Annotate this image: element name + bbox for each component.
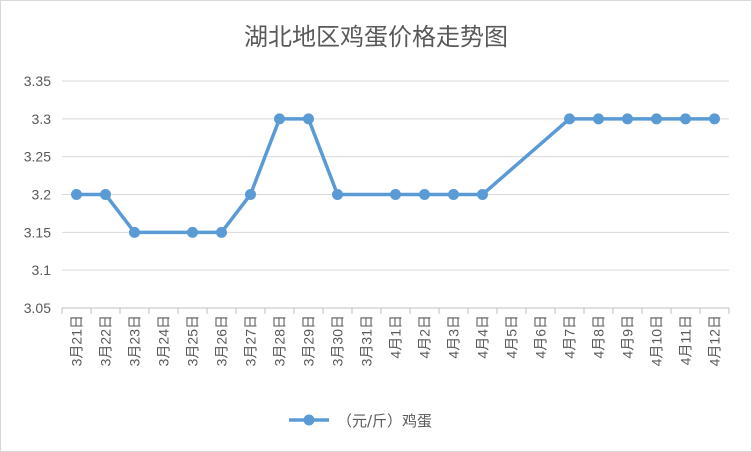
x-tick-label: 4月9日: [620, 315, 636, 359]
x-tick-label: 3月29日: [301, 315, 317, 366]
y-tick-label: 3.1: [32, 262, 52, 278]
y-tick-label: 3.35: [24, 73, 51, 89]
series-line: [76, 117, 715, 235]
x-tick-label: 3月25日: [185, 315, 201, 366]
data-point[interactable]: [709, 113, 720, 125]
data-point[interactable]: [680, 113, 691, 125]
x-tick-label: 4月2日: [417, 315, 433, 359]
data-point[interactable]: [332, 189, 343, 200]
y-tick-label: 3.05: [24, 300, 51, 316]
x-tick-label: 3月30日: [330, 315, 346, 366]
x-tick-label: 3月24日: [156, 315, 172, 366]
data-point[interactable]: [274, 113, 285, 125]
x-tick-label: 3月22日: [98, 315, 114, 366]
x-tick-label: 4月12日: [707, 315, 723, 366]
x-tick-label: 4月6日: [533, 315, 549, 359]
data-point[interactable]: [390, 189, 401, 200]
y-tick-label: 3.15: [24, 224, 51, 240]
y-tick-label: 3.25: [24, 149, 51, 165]
data-point[interactable]: [216, 226, 227, 238]
x-tick-label: 3月26日: [214, 315, 230, 366]
x-tick-label: 4月1日: [388, 315, 404, 359]
x-tick-label: 4月10日: [649, 315, 665, 366]
x-tick-label: 3月31日: [359, 315, 375, 366]
x-tick-label: 3月23日: [127, 315, 143, 366]
data-point[interactable]: [448, 189, 459, 200]
x-tick-label: 4月7日: [562, 315, 578, 359]
data-point[interactable]: [303, 113, 314, 125]
y-tick-label: 3.2: [32, 187, 52, 203]
data-point[interactable]: [651, 113, 662, 125]
data-point[interactable]: [100, 189, 111, 200]
x-tick-label: 4月11日: [678, 315, 694, 365]
x-tick-label: 4月3日: [446, 315, 462, 359]
gridlines: [62, 80, 729, 271]
x-tick-label: 3月21日: [69, 315, 85, 366]
y-tick-label: 3.3: [32, 111, 52, 127]
data-point[interactable]: [187, 226, 198, 238]
data-point[interactable]: [245, 189, 256, 200]
x-tick-label: 4月8日: [591, 315, 607, 359]
x-tick-label: 4月4日: [475, 315, 491, 359]
legend-marker: [303, 414, 315, 426]
x-axis-tick-labels: 3月21日 3月22日 3月23日 3月24日 3月25日 3月26日 3月27日 3月28日…: [69, 315, 723, 366]
series-layer: [71, 113, 720, 238]
x-tick-label: 4月5日: [504, 315, 520, 359]
x-tick-label: 3月27日: [243, 315, 259, 366]
y-axis-tick-labels: 3.05 3.1 3.15 3.2 3.25 3.3 3.35: [24, 73, 51, 316]
data-point[interactable]: [419, 189, 430, 200]
legend[interactable]: （元/斤）鸡蛋: [289, 412, 432, 430]
legend-label: （元/斤）鸡蛋: [337, 412, 432, 430]
data-point[interactable]: [622, 113, 633, 125]
x-axis: [61, 307, 730, 314]
data-point[interactable]: [564, 113, 575, 125]
data-point[interactable]: [477, 189, 488, 200]
data-point[interactable]: [71, 189, 82, 200]
data-point[interactable]: [129, 226, 140, 238]
chart-title: 湖北地区鸡蛋价格走势图: [244, 23, 508, 51]
data-point[interactable]: [593, 113, 604, 125]
x-tick-label: 3月28日: [272, 315, 288, 366]
